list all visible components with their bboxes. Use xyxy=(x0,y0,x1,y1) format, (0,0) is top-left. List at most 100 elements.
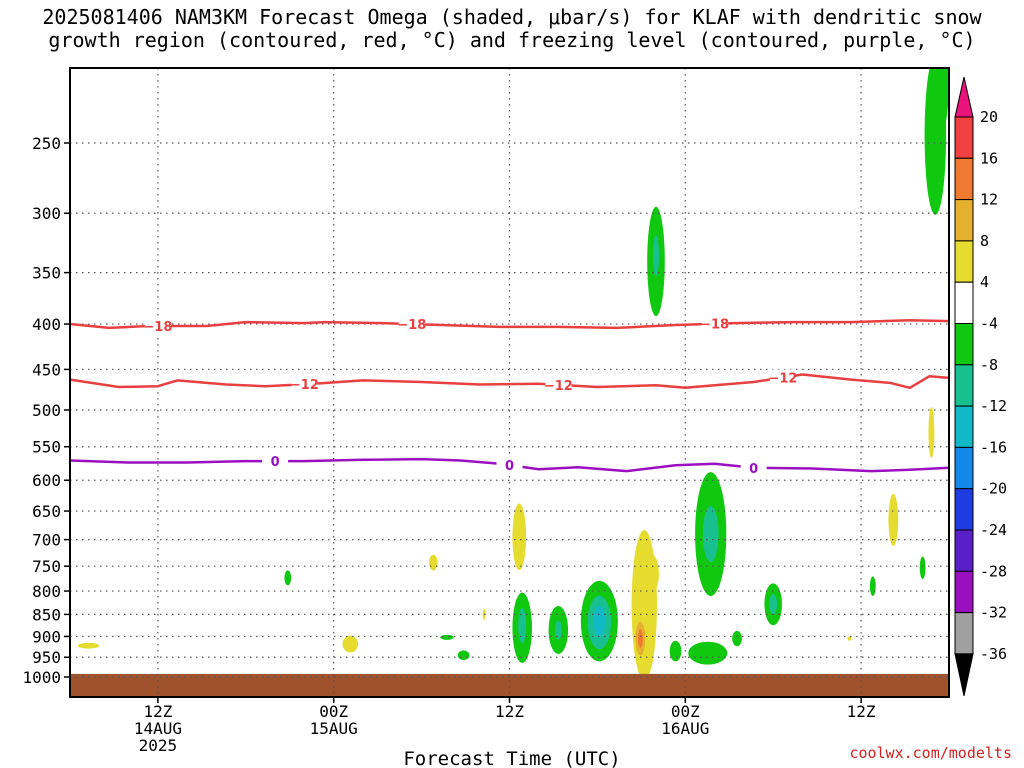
omega-region xyxy=(342,635,359,653)
omega-shading xyxy=(77,68,949,681)
contour-label: −12 xyxy=(768,372,797,387)
y-tick-label: 550 xyxy=(32,438,61,457)
colorbar: 20 16 12 8 4 -4 -8 -12 -16 -20 -24 -28 -32 -36 xyxy=(954,76,1007,697)
colorbar-bin xyxy=(954,529,974,572)
contour-label-bg xyxy=(262,453,289,470)
colorbar-label: 8 xyxy=(980,232,989,250)
contour-label-bg xyxy=(144,317,171,334)
omega-region xyxy=(928,406,935,458)
y-tick-label: 250 xyxy=(32,134,61,153)
grid xyxy=(70,68,949,697)
omega-region xyxy=(935,68,949,132)
omega-region xyxy=(919,556,926,579)
colorbar-label: -28 xyxy=(980,562,1007,580)
x-tick-label: 12Z xyxy=(143,702,172,721)
colorbar-bin xyxy=(954,364,974,407)
y-axis: 250 300 350 400 450 500 550 600 650 700 750 800 850 9… xyxy=(22,134,70,687)
x-tick-label: 2025 xyxy=(139,736,178,755)
omega-region xyxy=(847,636,852,641)
omega-region xyxy=(428,554,438,571)
title-line-2: growth region (contoured, red, °C) and f… xyxy=(48,28,976,52)
omega-region xyxy=(440,634,454,640)
omega-region xyxy=(688,641,728,665)
y-tick-label: 450 xyxy=(32,360,61,379)
colorbar-label: 4 xyxy=(980,273,989,291)
colorbar-label: -8 xyxy=(980,356,998,374)
credit-text[interactable]: coolwx.com/modelts xyxy=(849,744,1012,762)
y-tick-label: 650 xyxy=(32,502,61,521)
terrain-fill xyxy=(70,673,949,697)
contour-label: −12 xyxy=(544,379,573,394)
colorbar-label: 20 xyxy=(980,108,998,126)
colorbar-bin xyxy=(954,323,974,366)
contour-label: 0 xyxy=(505,459,514,474)
omega-region xyxy=(593,605,606,637)
contour-label: −12 xyxy=(290,378,319,393)
x-tick-label: 00Z xyxy=(671,702,700,721)
contour-label: −18 xyxy=(143,320,172,335)
colorbar-bin xyxy=(954,240,974,283)
x-tick-label: 16AUG xyxy=(661,719,709,738)
contour-label-bg xyxy=(769,369,796,386)
omega-region xyxy=(653,235,659,277)
x-tick-label: 12Z xyxy=(495,702,524,721)
colorbar-bin xyxy=(954,446,974,490)
x-tick-label: 14AUG xyxy=(134,719,182,738)
y-tick-label: 1000 xyxy=(22,668,61,687)
x-axis-label: Forecast Time (UTC) xyxy=(403,748,620,768)
y-tick-label: 700 xyxy=(32,531,61,550)
colorbar-label: -16 xyxy=(980,438,1007,456)
y-tick-label: 800 xyxy=(32,582,61,601)
contour-line xyxy=(70,457,949,473)
y-tick-label: 600 xyxy=(32,471,61,490)
colorbar-bin xyxy=(954,281,974,325)
omega-region xyxy=(769,594,778,615)
contour-label: 0 xyxy=(271,455,280,470)
y-tick-label: 750 xyxy=(32,557,61,576)
colorbar-bin xyxy=(954,157,974,201)
contour-label-bg xyxy=(740,459,767,476)
contours: −18 −18 −18 −12 −12 −12 0 0 0 xyxy=(70,315,949,477)
x-tick-label: 15AUG xyxy=(310,719,358,738)
omega-region xyxy=(669,640,682,662)
colorbar-label: -12 xyxy=(980,397,1007,415)
contour-label-bg xyxy=(545,376,572,393)
y-tick-label: 300 xyxy=(32,204,61,223)
omega-region xyxy=(631,530,657,681)
colorbar-bin xyxy=(954,199,974,242)
y-tick-label: 500 xyxy=(32,401,61,420)
omega-region xyxy=(702,506,719,563)
colorbar-bottom-triangle xyxy=(954,653,974,697)
chart-title: 2025081406 NAM3KM Forecast Omega (shaded… xyxy=(0,6,1024,52)
omega-region xyxy=(643,553,659,594)
colorbar-label: -24 xyxy=(980,521,1007,539)
colorbar-bin xyxy=(954,116,974,159)
contour-label-bg xyxy=(291,376,318,393)
colorbar-top-triangle xyxy=(954,76,974,118)
colorbar-bin xyxy=(954,488,974,531)
x-tick-label: 00Z xyxy=(319,702,348,721)
omega-region xyxy=(869,576,876,596)
omega-region xyxy=(284,570,292,586)
omega-region xyxy=(888,493,899,546)
title-line-1: 2025081406 NAM3KM Forecast Omega (shaded… xyxy=(42,5,982,29)
contour-label-bg xyxy=(398,316,425,333)
colorbar-label: 16 xyxy=(980,149,998,167)
colorbar-label: -36 xyxy=(980,645,1007,663)
omega-region xyxy=(637,629,643,648)
contour-line xyxy=(70,318,949,330)
colorbar-bin xyxy=(954,612,974,655)
colorbar-label: -32 xyxy=(980,604,1007,622)
omega-region xyxy=(457,650,470,661)
omega-region xyxy=(518,607,527,644)
omega-region xyxy=(554,620,562,640)
colorbar-bin xyxy=(954,405,974,448)
y-tick-label: 900 xyxy=(32,627,61,646)
contour-label-bg xyxy=(701,315,728,332)
terrain xyxy=(70,673,949,697)
y-tick-label: 350 xyxy=(32,264,61,283)
colorbar-bin xyxy=(954,570,974,614)
omega-region xyxy=(77,642,100,649)
